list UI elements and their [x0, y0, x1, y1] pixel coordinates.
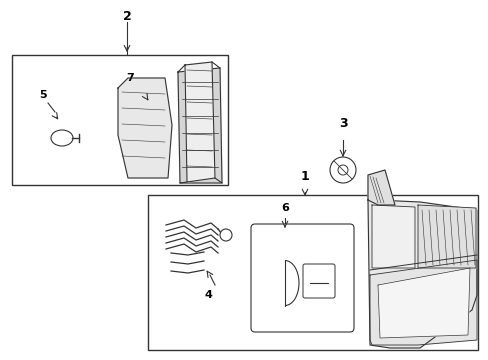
- Circle shape: [337, 165, 347, 175]
- Text: 2: 2: [122, 10, 131, 23]
- Polygon shape: [377, 268, 469, 338]
- Text: 4: 4: [203, 290, 211, 300]
- Text: 6: 6: [281, 203, 288, 213]
- Polygon shape: [184, 62, 215, 182]
- Text: 5: 5: [39, 90, 47, 100]
- Text: 1: 1: [300, 170, 309, 183]
- Text: 3: 3: [338, 117, 346, 130]
- FancyBboxPatch shape: [303, 264, 334, 298]
- Polygon shape: [367, 200, 476, 348]
- Polygon shape: [367, 170, 394, 205]
- Bar: [12, 55, 227, 185]
- Bar: [148, 195, 477, 350]
- Polygon shape: [371, 205, 414, 268]
- Ellipse shape: [51, 130, 73, 146]
- Polygon shape: [118, 78, 172, 178]
- Circle shape: [329, 157, 355, 183]
- Polygon shape: [369, 260, 476, 345]
- Text: 7: 7: [126, 73, 134, 83]
- Polygon shape: [178, 68, 222, 183]
- Circle shape: [220, 229, 231, 241]
- FancyBboxPatch shape: [250, 224, 353, 332]
- Polygon shape: [417, 205, 475, 268]
